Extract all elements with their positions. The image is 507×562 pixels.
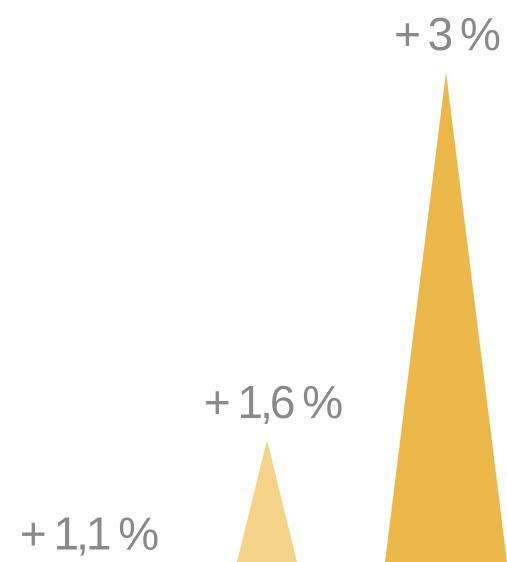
- value-label: + 1,1 %: [20, 507, 158, 559]
- value-label: + 3 %: [394, 8, 500, 60]
- peak: [237, 440, 297, 562]
- peak: [385, 72, 507, 562]
- value-label: + 1,6 %: [204, 376, 342, 428]
